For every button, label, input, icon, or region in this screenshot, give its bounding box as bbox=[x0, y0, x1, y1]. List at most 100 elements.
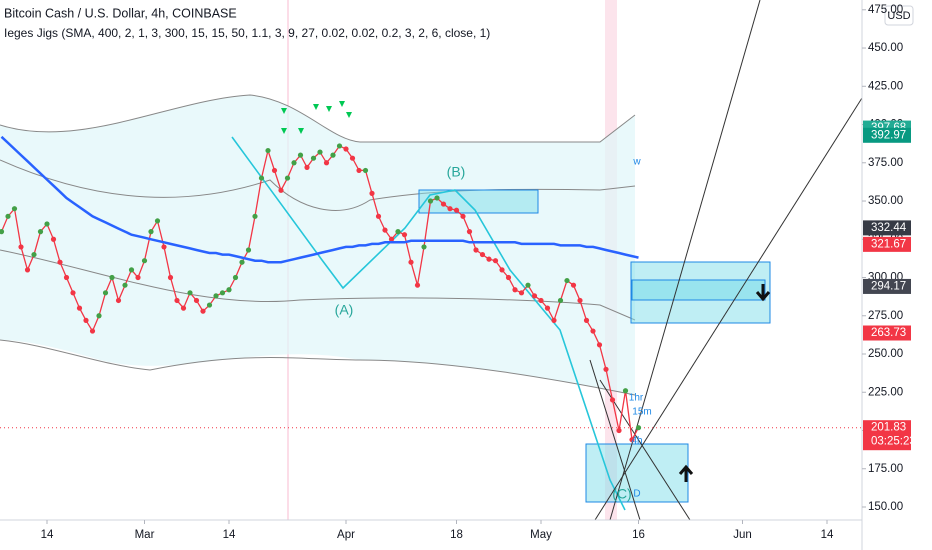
price-point bbox=[109, 274, 115, 281]
price-point bbox=[460, 213, 466, 219]
annotation: w bbox=[632, 157, 641, 168]
moving-average bbox=[0, 135, 639, 264]
price-point bbox=[317, 149, 323, 155]
price-point bbox=[622, 388, 629, 394]
price-point bbox=[362, 167, 369, 174]
price-point bbox=[31, 251, 37, 258]
price-point bbox=[551, 317, 557, 323]
price-point bbox=[18, 244, 24, 250]
price-point bbox=[24, 267, 31, 273]
trend-line bbox=[589, 359, 641, 520]
price-point bbox=[414, 282, 421, 288]
price-point bbox=[70, 290, 76, 296]
currency-box[interactable] bbox=[884, 5, 914, 26]
annotation: (B) bbox=[447, 164, 466, 180]
price-point bbox=[57, 259, 63, 265]
annotation: 1hr bbox=[629, 393, 644, 404]
price-point bbox=[232, 274, 239, 281]
price-point bbox=[226, 287, 232, 293]
price-point bbox=[102, 290, 109, 296]
lower-band bbox=[0, 339, 636, 396]
price-label-box bbox=[863, 278, 911, 294]
price-point bbox=[434, 195, 440, 201]
y-tick-label: 150.00 bbox=[868, 501, 903, 513]
y-tick-label: 475.00 bbox=[868, 4, 903, 16]
price-point bbox=[284, 175, 291, 181]
x-tick-label: 14 bbox=[821, 529, 834, 541]
price-label-box bbox=[863, 420, 911, 451]
upper-band bbox=[0, 94, 636, 143]
annotation: (C) bbox=[612, 486, 631, 502]
y-tick-label: 275.00 bbox=[868, 310, 903, 322]
zone bbox=[631, 279, 766, 301]
price-point bbox=[499, 267, 505, 273]
y-tick-label: 450.00 bbox=[868, 42, 903, 54]
annotation: 4h bbox=[631, 436, 642, 447]
price-point bbox=[76, 305, 83, 311]
countdown: 03:25:23 bbox=[871, 436, 916, 448]
price-point bbox=[486, 256, 492, 262]
y-tick-label: 375.00 bbox=[868, 157, 903, 169]
wave-line bbox=[231, 136, 626, 511]
price-point bbox=[408, 259, 414, 265]
price-point bbox=[193, 297, 200, 304]
price-point bbox=[245, 247, 252, 253]
price-label-box bbox=[863, 325, 911, 341]
price-point bbox=[421, 244, 427, 250]
price-point bbox=[213, 293, 219, 299]
x-tick-label: 14 bbox=[41, 529, 54, 541]
price-point bbox=[89, 328, 96, 334]
x-tick-label: May bbox=[530, 529, 552, 541]
price-point bbox=[258, 175, 265, 181]
price-point bbox=[564, 277, 570, 284]
price-point bbox=[297, 152, 304, 158]
price-point bbox=[265, 147, 271, 154]
price-point bbox=[401, 232, 408, 238]
y-tick-label: 225.00 bbox=[868, 386, 903, 398]
price-label: 332.44 bbox=[871, 222, 907, 234]
price-point bbox=[375, 213, 382, 219]
price-point bbox=[583, 317, 590, 323]
overlays bbox=[0, 0, 862, 520]
x-tick-label: 16 bbox=[632, 529, 645, 541]
price-label: 201.83 bbox=[871, 422, 906, 434]
price-point bbox=[219, 290, 226, 296]
price-point bbox=[5, 213, 11, 219]
annotation: 15m bbox=[632, 407, 651, 418]
currency[interactable]: USD bbox=[887, 10, 910, 22]
trend-line bbox=[599, 379, 691, 520]
price-point bbox=[512, 287, 518, 293]
price-point bbox=[135, 274, 141, 281]
price-point bbox=[635, 425, 642, 431]
price-point bbox=[291, 160, 297, 166]
x-tick-label: Mar bbox=[135, 529, 155, 541]
price-point bbox=[609, 397, 616, 403]
band-fill bbox=[0, 95, 635, 395]
price-point bbox=[174, 297, 180, 304]
price-point bbox=[128, 267, 135, 273]
price-point bbox=[122, 282, 128, 288]
x-tick-label: Jun bbox=[733, 529, 752, 541]
y-tick-label: 175.00 bbox=[868, 463, 903, 475]
price-label: 321.67 bbox=[871, 238, 906, 250]
price-point bbox=[577, 297, 583, 304]
price-point bbox=[382, 227, 388, 233]
price-point bbox=[252, 213, 258, 219]
price-point bbox=[271, 167, 278, 174]
price-point bbox=[200, 308, 206, 314]
price-point bbox=[0, 229, 5, 235]
price-point bbox=[187, 290, 193, 296]
price-point bbox=[369, 190, 375, 196]
annotation: D bbox=[633, 489, 640, 500]
price-point bbox=[323, 160, 330, 166]
price-point bbox=[11, 206, 18, 212]
x-tick-label: Apr bbox=[337, 529, 355, 541]
price-point bbox=[239, 259, 245, 265]
price-point bbox=[50, 236, 57, 242]
price-point bbox=[590, 328, 596, 334]
price-point bbox=[63, 274, 70, 281]
y-tick-label: 425.00 bbox=[868, 80, 903, 92]
price-label-box bbox=[863, 127, 911, 143]
chart-title: Bitcoin Cash / U.S. Dollar, 4h, COINBASE bbox=[4, 6, 237, 20]
price-point bbox=[154, 218, 161, 224]
